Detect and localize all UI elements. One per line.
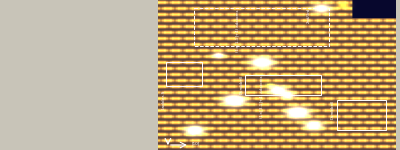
Text: [001]: [001]: [172, 149, 183, 150]
Text: 2nd/3rd: 2nd/3rd: [307, 8, 311, 23]
Bar: [245, 75, 321, 95]
Text: [10]: [10]: [192, 141, 200, 145]
Text: Dumbbell: Dumbbell: [239, 75, 243, 94]
Bar: [336, 100, 386, 130]
Text: (1×[3-1]+4) adatoms: (1×[3-1]+4) adatoms: [259, 76, 263, 118]
Text: (1×[1-1]+4) adatoms: (1×[1-1]+4) adatoms: [235, 10, 239, 52]
Text: Dumbbell: Dumbbell: [330, 100, 334, 119]
Bar: [194, 8, 328, 46]
Text: Ladder-S: Ladder-S: [162, 90, 166, 109]
Bar: [166, 62, 202, 86]
